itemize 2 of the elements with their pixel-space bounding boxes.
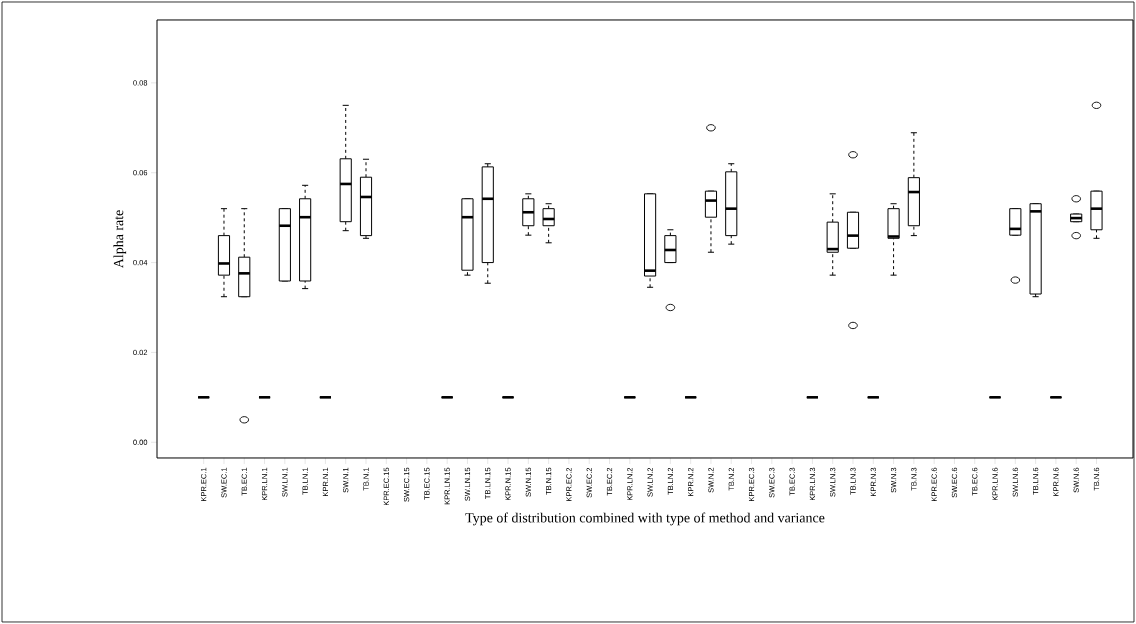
y-axis-title: Alpha rate [113, 210, 127, 269]
x-axis-title: Type of distribution combined with type of method and variance [465, 512, 825, 526]
